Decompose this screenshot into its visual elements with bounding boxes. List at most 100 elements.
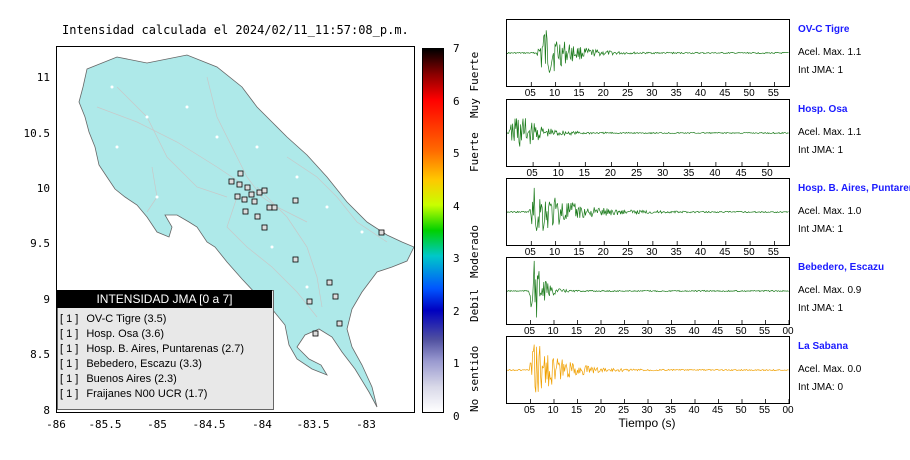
station-int: Int JMA: 1 <box>798 303 844 314</box>
x-tick-label: 55 <box>767 88 779 99</box>
x-tick-label: 30 <box>646 88 658 99</box>
x-tick-label: 15 <box>573 247 585 258</box>
waveform-trace <box>507 260 789 318</box>
station-int: Int JMA: 1 <box>798 65 844 76</box>
x-tick-label: 50 <box>735 405 747 416</box>
x-tick-label: 45 <box>719 247 731 258</box>
x-tick-label: 25 <box>630 168 643 179</box>
waveform-panel <box>506 99 790 167</box>
x-tick-label: 15 <box>573 88 585 99</box>
map-x-tick: -83 <box>356 418 376 431</box>
x-tick-label: 05 <box>523 326 536 337</box>
land-polygon <box>78 54 414 408</box>
legend-code: [ 1 ] <box>60 388 79 400</box>
x-tick-label: 25 <box>621 88 634 99</box>
map-y-tick: 8.5 <box>30 348 50 361</box>
x-tick-label: 20 <box>597 247 609 258</box>
station-name: Hosp. B. Aires, Puntarenas <box>798 183 910 194</box>
station-int: Int JMA: 1 <box>798 145 844 156</box>
x-tick-label: 05 <box>523 405 536 416</box>
map-y-tick: 9.5 <box>30 237 50 250</box>
station-acel: Acel. Max. 1.1 <box>798 47 862 58</box>
x-tick-label: 30 <box>657 168 669 179</box>
station-acel: Acel. Max. 0.9 <box>798 285 862 296</box>
x-tick-label: 35 <box>670 247 682 258</box>
map-x-tick: -83.5 <box>296 418 330 431</box>
waveform-trace <box>507 187 789 231</box>
colorbar-tick: 7 <box>453 42 460 55</box>
map-x-tick: -84 <box>252 418 272 431</box>
x-tick-label: 50 <box>735 326 747 337</box>
legend-item: [ 1 ] Hosp. B. Aires, Puntarenas (2.7) <box>60 343 244 355</box>
x-tick-label: 25 <box>617 326 630 337</box>
x-tick-label: 45 <box>735 168 747 179</box>
x-tick-label: 30 <box>641 326 653 337</box>
waveform-trace <box>507 344 789 393</box>
x-tick-label: 00 <box>782 326 794 337</box>
legend-code: [ 1 ] <box>60 328 79 340</box>
station-acel: Acel. Max. 1.1 <box>798 127 862 138</box>
station-acel: Acel. Max. 1.0 <box>798 206 862 217</box>
x-axis-title: Tiempo (s) <box>618 416 676 430</box>
x-tick-label: 15 <box>570 405 583 416</box>
legend-item: [ 1 ] Bebedero, Escazu (3.3) <box>60 358 202 370</box>
x-tick-label: 30 <box>646 247 658 258</box>
x-tick-label: 50 <box>743 247 755 258</box>
x-tick-label: 45 <box>719 88 731 99</box>
x-tick-label: 35 <box>664 405 677 416</box>
x-tick-label: 05 <box>526 168 538 179</box>
legend-label: Fraijanes N00 UCR (1.7) <box>86 388 208 400</box>
x-tick-label: 55 <box>767 247 779 258</box>
x-tick-label: 50 <box>743 88 755 99</box>
colorbar-tick: 4 <box>453 199 460 213</box>
x-tick-label: 55 <box>758 326 771 337</box>
colorbar-category: No sentido <box>468 345 481 412</box>
station-name: OV-C Tigre <box>798 24 850 35</box>
x-tick-label: 10 <box>552 168 564 179</box>
station-name: Bebedero, Escazu <box>798 262 885 273</box>
x-tick-label: 10 <box>549 88 561 99</box>
x-tick-label: 15 <box>578 168 590 179</box>
x-tick-label: 05 <box>524 247 536 258</box>
costa-rica-map <box>78 54 414 408</box>
legend-item: [ 1 ] Fraijanes N00 UCR (1.7) <box>60 388 207 400</box>
legend-item: [ 1 ] Buenos Aires (2.3) <box>60 373 177 385</box>
x-tick-label: 50 <box>761 168 773 179</box>
x-tick-label: 35 <box>670 88 682 99</box>
x-tick-label: 55 <box>758 405 771 416</box>
x-tick-label: 10 <box>547 405 559 416</box>
x-tick-label: 45 <box>711 405 724 416</box>
colorbar-tick: 6 <box>453 94 460 108</box>
waveform-panel <box>506 178 790 246</box>
x-tick-label: 15 <box>570 326 583 337</box>
x-tick-label: 40 <box>688 326 700 337</box>
colorbar-tick: 0 <box>453 409 460 423</box>
map-x-tick: -85.5 <box>88 418 122 431</box>
map-title: Intensidad calculada el 2024/02/11_11:57… <box>62 23 409 37</box>
x-tick-label: 10 <box>549 247 561 258</box>
legend-item: [ 1 ] Hosp. Osa (3.6) <box>60 328 164 340</box>
map-y-tick: 10.5 <box>23 127 51 140</box>
station-name: Hosp. Osa <box>798 104 848 115</box>
x-tick-label: 20 <box>597 88 609 99</box>
map-y-tick: 8 <box>43 404 50 417</box>
waveform-plot <box>507 118 789 166</box>
station-name: La Sabana <box>798 341 849 352</box>
map-x-tick: -84.5 <box>192 418 226 431</box>
x-tick-label: 20 <box>594 326 606 337</box>
colorbar-tick: 2 <box>453 304 460 318</box>
city-dots <box>110 85 364 289</box>
map-y-tick: 10 <box>36 182 50 195</box>
colorbar-category: Debil <box>468 288 481 322</box>
map-y-tick: 11 <box>36 71 50 84</box>
colorbar-tick: 3 <box>453 252 460 265</box>
waveform-panel <box>506 257 790 325</box>
waveform-plot <box>507 344 789 403</box>
legend-code: [ 1 ] <box>60 358 79 370</box>
x-tick-label: 40 <box>688 405 700 416</box>
waveform-plot <box>507 260 789 324</box>
legend-code: [ 1 ] <box>60 373 79 385</box>
colorbar-tick: 1 <box>453 357 460 370</box>
x-tick-label: 20 <box>594 405 606 416</box>
waveform-panel <box>506 19 790 87</box>
